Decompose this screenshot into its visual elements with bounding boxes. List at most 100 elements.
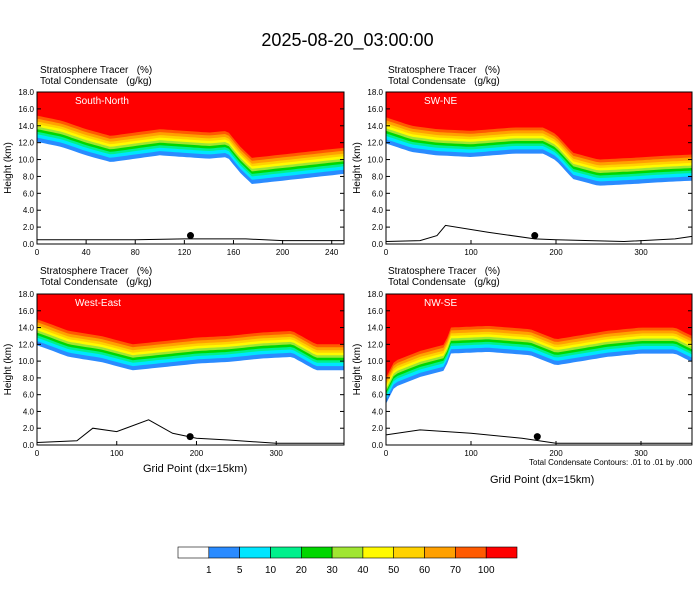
y-tick-label-3-3: 6.0 [23, 391, 35, 400]
tracer-band-2-0 [386, 92, 692, 160]
y-tick-label-4-7: 14.0 [367, 324, 383, 333]
location-marker-2 [531, 232, 539, 240]
y-tick-label-3-6: 12.0 [18, 340, 34, 349]
y-tick-label-4-4: 8.0 [372, 374, 384, 383]
colorbar-box-3 [270, 546, 302, 559]
colorbar-box-4 [300, 546, 333, 559]
x-axis-label-right: Grid Point (dx=15km) [490, 474, 595, 486]
y-tick-label-4-6: 12.0 [367, 340, 383, 349]
x-tick-label-4-0: 0 [384, 449, 389, 458]
y-tick-label-1-9: 18.0 [18, 88, 34, 97]
y-tick-label-4-3: 6.0 [372, 391, 384, 400]
plot-frame-4 [385, 293, 693, 446]
y-tick-label-4-1: 2.0 [372, 424, 384, 433]
plot-frame-2 [385, 91, 693, 245]
colorbar-box-0 [177, 546, 210, 559]
x-tick-label-4-1: 100 [464, 449, 478, 458]
colorbar-box-7 [393, 546, 425, 559]
terrain-line-2 [385, 224, 693, 243]
colorbar-box-6 [362, 546, 394, 559]
x-tick-label-2-1: 100 [464, 248, 478, 257]
y-axis-label-4: Height (km) [352, 344, 363, 396]
y-tick-label-2-4: 8.0 [372, 172, 384, 181]
y-tick-label-3-0: 0.0 [23, 441, 35, 450]
colorbar-label-8: 70 [450, 565, 462, 576]
x-tick-label-1-2: 80 [131, 248, 140, 257]
x-tick-label-2-2: 200 [549, 248, 563, 257]
colorbar-box-8 [424, 546, 456, 559]
panel-4-header: Stratosphere Tracer (%) Total Condensate … [388, 266, 500, 288]
colorbar-label-6: 50 [388, 565, 400, 576]
panel-label-4: NW-SE [424, 298, 457, 309]
panel-3-header: Stratosphere Tracer (%) Total Condensate … [40, 266, 152, 288]
colorbar-label-0: 1 [206, 565, 212, 576]
y-axis-label-1: Height (km) [3, 142, 14, 194]
panel-4-header-line2: Total Condensate (g/kg) [388, 277, 500, 288]
y-tick-label-4-2: 4.0 [372, 407, 384, 416]
panel-3-header-line2: Total Condensate (g/kg) [40, 277, 152, 288]
panel-2-header-line2: Total Condensate (g/kg) [388, 76, 500, 87]
x-tick-label-3-3: 300 [270, 449, 284, 458]
y-tick-label-1-0: 0.0 [23, 240, 35, 249]
x-tick-label-4-2: 200 [549, 449, 563, 458]
x-tick-label-3-0: 0 [35, 449, 40, 458]
y-tick-label-3-8: 16.0 [18, 307, 34, 316]
x-tick-label-3-2: 200 [190, 449, 204, 458]
y-tick-label-2-9: 18.0 [367, 88, 383, 97]
panel-label-3: West-East [75, 298, 121, 309]
panel-label-2: SW-NE [424, 96, 457, 107]
y-tick-label-2-5: 10.0 [367, 156, 383, 165]
panel-2-header: Stratosphere Tracer (%) Total Condensate … [388, 65, 500, 87]
x-tick-label-2-3: 300 [634, 248, 648, 257]
x-tick-label-1-4: 160 [227, 248, 241, 257]
plot-frame-1 [36, 91, 345, 245]
y-tick-label-3-4: 8.0 [23, 374, 35, 383]
tracer-band-4-0 [386, 294, 692, 378]
x-tick-label-1-1: 40 [82, 248, 91, 257]
tracer-band-1-0 [37, 92, 344, 158]
y-tick-label-3-2: 4.0 [23, 407, 35, 416]
x-tick-label-1-0: 0 [35, 248, 40, 257]
x-tick-label-2-0: 0 [384, 248, 389, 257]
terrain-line-1 [37, 238, 344, 242]
y-tick-label-2-6: 12.0 [367, 139, 383, 148]
panel-1-header: Stratosphere Tracer (%) Total Condensate … [40, 65, 152, 87]
plot-frame-3 [36, 293, 345, 446]
colorbar-label-1: 5 [237, 565, 243, 576]
tracer-band-3-0 [37, 294, 344, 345]
y-tick-label-4-9: 18.0 [367, 290, 383, 299]
y-axis-label-2: Height (km) [352, 142, 363, 194]
x-tick-label-1-3: 120 [178, 248, 192, 257]
contour-note: Total Condensate Contours: .01 to .01 by… [529, 458, 693, 467]
y-axis-label-3: Height (km) [3, 344, 14, 396]
y-tick-label-2-7: 14.0 [367, 122, 383, 131]
colorbar-box-2 [239, 546, 271, 559]
y-tick-label-3-5: 10.0 [18, 357, 34, 366]
x-tick-label-4-3: 300 [634, 449, 648, 458]
panel-3-header-line1: Stratosphere Tracer (%) [40, 266, 153, 277]
y-tick-label-2-8: 16.0 [367, 105, 383, 114]
location-marker-1 [187, 232, 194, 240]
y-tick-label-1-7: 14.0 [18, 122, 34, 131]
y-tick-label-1-2: 4.0 [23, 206, 35, 215]
y-tick-label-1-5: 10.0 [18, 156, 34, 165]
x-tick-label-1-6: 240 [325, 248, 339, 257]
colorbar-label-9: 100 [478, 565, 495, 576]
y-tick-label-2-2: 4.0 [372, 206, 384, 215]
panel-2-header-line1: Stratosphere Tracer (%) [388, 65, 501, 76]
y-tick-label-4-0: 0.0 [372, 441, 384, 450]
y-tick-label-1-3: 6.0 [23, 189, 35, 198]
y-tick-label-4-5: 10.0 [367, 357, 383, 366]
y-tick-label-4-8: 16.0 [367, 307, 383, 316]
y-tick-label-1-6: 12.0 [18, 139, 34, 148]
colorbar-box-10 [485, 546, 518, 559]
colorbar-label-4: 30 [327, 565, 339, 576]
panel-4-header-line1: Stratosphere Tracer (%) [388, 266, 501, 277]
x-tick-label-1-5: 200 [276, 248, 290, 257]
y-tick-label-3-7: 14.0 [18, 324, 34, 333]
colorbar-box-1 [208, 546, 240, 559]
location-marker-4 [533, 433, 541, 441]
panel-1-header-line1: Stratosphere Tracer (%) [40, 65, 153, 76]
colorbar-label-5: 40 [357, 565, 369, 576]
